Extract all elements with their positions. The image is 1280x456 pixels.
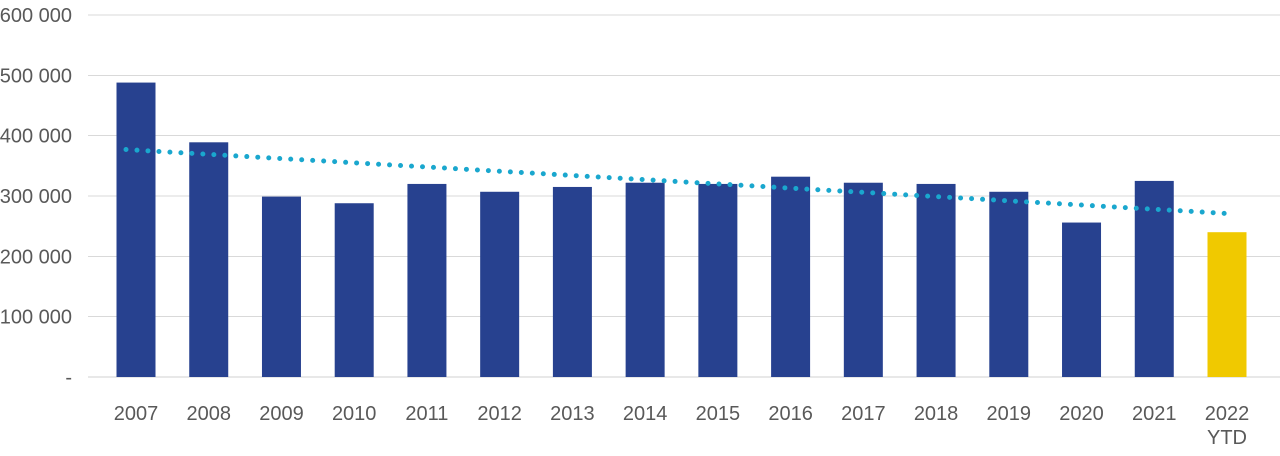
y-tick-label-200000: 200 000	[0, 246, 72, 268]
bar-2017	[843, 182, 883, 377]
bar-2021	[1134, 180, 1174, 377]
y-tick-label-400000: 400 000	[0, 126, 72, 148]
x-tick-label-2020: 2020	[1059, 403, 1104, 425]
bar-2011	[407, 183, 447, 377]
x-tick-label-2007: 2007	[114, 403, 159, 425]
x-tick-label-2013: 2013	[550, 403, 595, 425]
bar-2007	[116, 82, 156, 377]
x-tick-label-2016: 2016	[768, 403, 813, 425]
x-tick-label-2010: 2010	[332, 403, 377, 425]
x-tick-label-2015: 2015	[696, 403, 741, 425]
x-tick-label-2009: 2009	[259, 403, 304, 425]
y-tick-label-0: -	[65, 367, 72, 389]
x-tick-label-2018: 2018	[914, 403, 959, 425]
bar-2012	[480, 191, 520, 377]
bar-2016	[771, 176, 811, 377]
bar-2008	[189, 142, 229, 377]
bar-2009	[261, 196, 301, 377]
x-tick-label-2022: 2022	[1205, 403, 1250, 425]
x-tick-label-2017: 2017	[841, 403, 886, 425]
x-tick-label-2019: 2019	[987, 403, 1032, 425]
bar-2018	[916, 183, 956, 377]
y-tick-label-300000: 300 000	[0, 186, 72, 208]
x-tick-label-2014: 2014	[623, 403, 668, 425]
bar-2014	[625, 182, 665, 377]
y-tick-label-600000: 600 000	[0, 5, 72, 27]
bar-2022-ytd	[1207, 232, 1247, 377]
bar-2010	[334, 203, 374, 377]
bar-2015	[698, 183, 738, 377]
bar-2013	[552, 186, 592, 377]
x-tick-label-2011: 2011	[405, 403, 448, 425]
y-tick-label-100000: 100 000	[0, 307, 72, 329]
bar-2019	[989, 191, 1029, 377]
x-tick-sublabel-2022: YTD	[1207, 427, 1247, 449]
y-tick-label-500000: 500 000	[0, 65, 72, 87]
x-tick-label-2012: 2012	[477, 403, 522, 425]
x-tick-label-2008: 2008	[186, 403, 231, 425]
x-tick-label-2021: 2021	[1132, 403, 1177, 425]
bar-2020	[1062, 222, 1102, 377]
trend-line	[123, 147, 1230, 216]
